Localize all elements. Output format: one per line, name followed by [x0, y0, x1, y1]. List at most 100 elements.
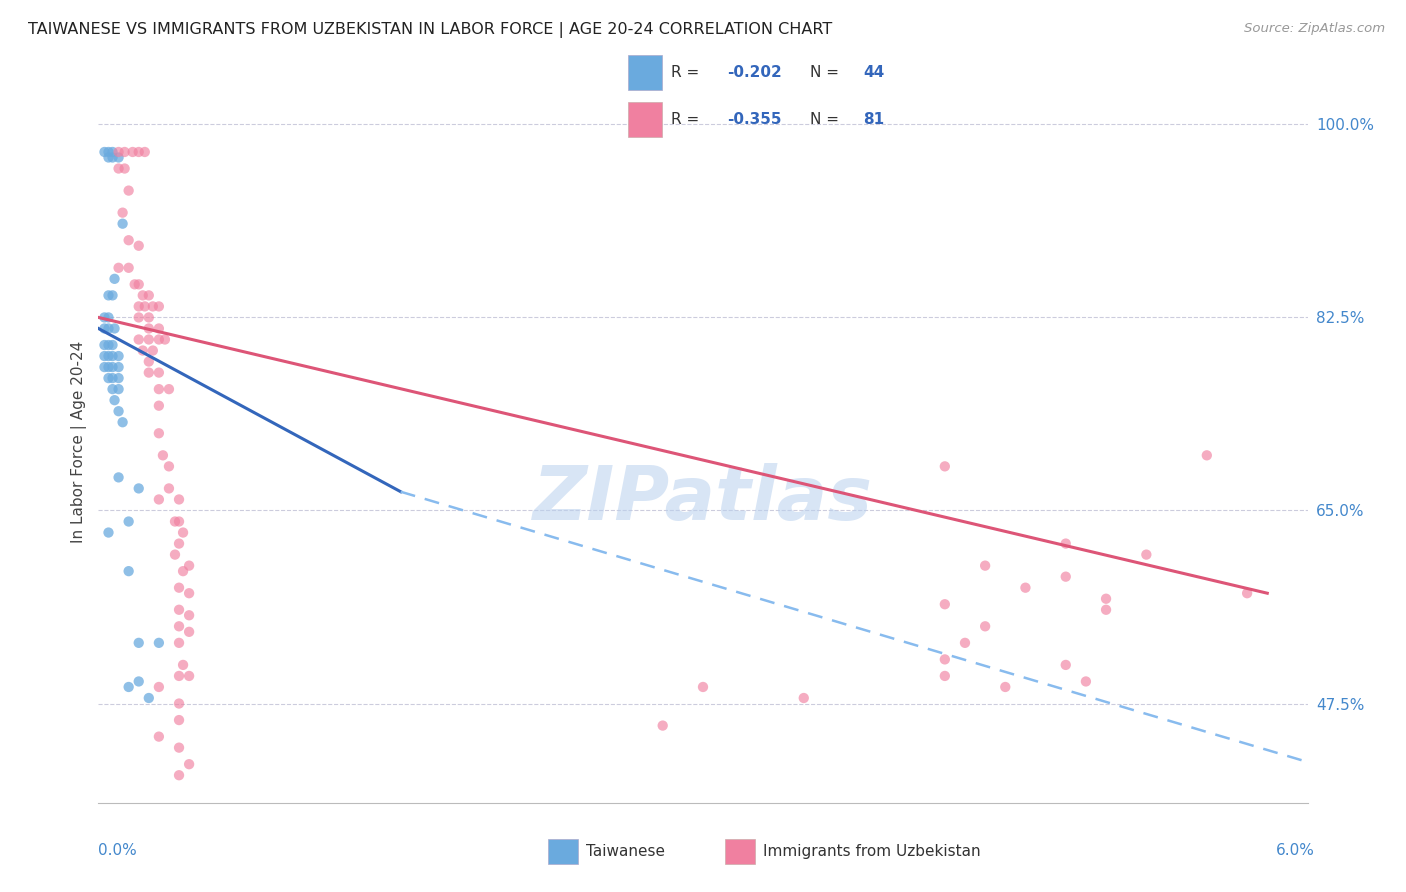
Point — [114, 145, 136, 159]
Point — [167, 536, 190, 550]
FancyBboxPatch shape — [628, 55, 662, 90]
Text: -0.202: -0.202 — [727, 65, 782, 79]
FancyBboxPatch shape — [725, 839, 755, 864]
Point — [148, 680, 170, 694]
Point — [934, 459, 956, 474]
Point — [128, 333, 150, 347]
Text: TAIWANESE VS IMMIGRANTS FROM UZBEKISTAN IN LABOR FORCE | AGE 20-24 CORRELATION C: TAIWANESE VS IMMIGRANTS FROM UZBEKISTAN … — [28, 22, 832, 38]
Point — [107, 382, 129, 396]
Point — [138, 333, 160, 347]
Point — [157, 459, 180, 474]
Point — [132, 288, 155, 302]
Point — [107, 161, 129, 176]
Point — [128, 636, 150, 650]
Point — [97, 145, 120, 159]
Text: R =: R = — [671, 112, 704, 127]
Point — [107, 371, 129, 385]
Point — [118, 515, 141, 529]
Point — [93, 145, 115, 159]
FancyBboxPatch shape — [548, 839, 578, 864]
Point — [138, 288, 160, 302]
Point — [167, 768, 190, 782]
Point — [974, 619, 997, 633]
Point — [163, 548, 186, 562]
Point — [172, 525, 194, 540]
Point — [167, 740, 190, 755]
Point — [93, 338, 115, 352]
Point — [128, 277, 150, 292]
Text: N =: N = — [810, 112, 844, 127]
Point — [97, 310, 120, 325]
Text: 0.0%: 0.0% — [98, 843, 138, 858]
Point — [934, 597, 956, 611]
Point — [97, 525, 120, 540]
Point — [97, 349, 120, 363]
Text: R =: R = — [671, 65, 704, 79]
Point — [179, 624, 201, 639]
Point — [103, 393, 125, 408]
Point — [167, 697, 190, 711]
Point — [179, 558, 201, 573]
Point — [148, 333, 170, 347]
Point — [97, 151, 120, 165]
Point — [179, 608, 201, 623]
Text: Source: ZipAtlas.com: Source: ZipAtlas.com — [1244, 22, 1385, 36]
Point — [172, 657, 194, 672]
Point — [793, 691, 815, 706]
Point — [97, 360, 120, 375]
Point — [107, 470, 129, 484]
Point — [142, 343, 165, 358]
Point — [152, 448, 174, 462]
Point — [167, 603, 190, 617]
Point — [1074, 674, 1097, 689]
Point — [101, 288, 124, 302]
Point — [1195, 448, 1218, 462]
Point — [107, 145, 129, 159]
Text: -0.355: -0.355 — [727, 112, 782, 127]
Point — [97, 371, 120, 385]
Point — [118, 233, 141, 247]
Point — [128, 482, 150, 496]
Point — [1236, 586, 1258, 600]
Point — [128, 310, 150, 325]
Point — [167, 669, 190, 683]
Point — [124, 277, 146, 292]
Point — [101, 349, 124, 363]
Point — [953, 636, 976, 650]
Point — [97, 321, 120, 335]
Point — [148, 382, 170, 396]
Point — [111, 217, 134, 231]
Point — [101, 338, 124, 352]
Point — [651, 718, 673, 732]
Point — [132, 343, 155, 358]
Text: 44: 44 — [863, 65, 884, 79]
Point — [167, 515, 190, 529]
Point — [148, 321, 170, 335]
Point — [1095, 603, 1118, 617]
Point — [994, 680, 1017, 694]
Point — [138, 321, 160, 335]
Point — [157, 482, 180, 496]
Point — [974, 558, 997, 573]
Point — [97, 288, 120, 302]
Y-axis label: In Labor Force | Age 20-24: In Labor Force | Age 20-24 — [72, 341, 87, 542]
Point — [118, 184, 141, 198]
Point — [148, 492, 170, 507]
Point — [148, 366, 170, 380]
Point — [1054, 569, 1077, 583]
Point — [97, 338, 120, 352]
Point — [138, 691, 160, 706]
Point — [167, 713, 190, 727]
Point — [167, 619, 190, 633]
Point — [107, 349, 129, 363]
Text: N =: N = — [810, 65, 844, 79]
Point — [148, 300, 170, 314]
FancyBboxPatch shape — [628, 102, 662, 137]
Point — [93, 321, 115, 335]
Point — [148, 399, 170, 413]
Point — [148, 636, 170, 650]
Point — [107, 260, 129, 275]
Point — [1014, 581, 1036, 595]
Point — [107, 151, 129, 165]
Point — [128, 300, 150, 314]
